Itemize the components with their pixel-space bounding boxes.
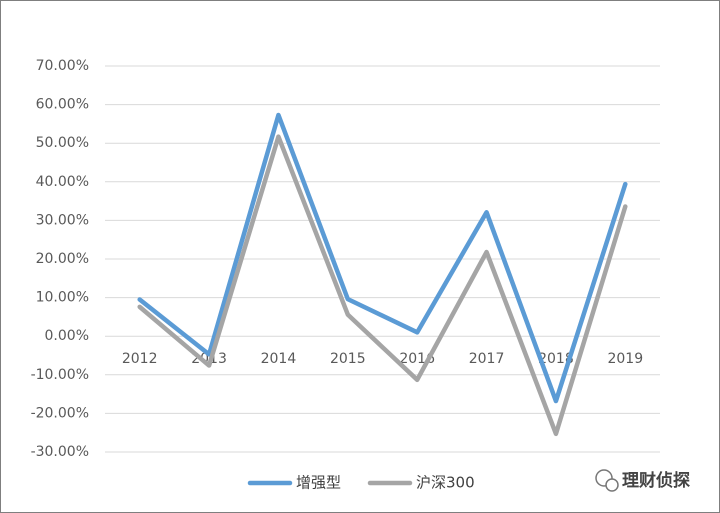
y-tick-label: 10.00% xyxy=(36,290,89,306)
y-tick-label: -20.00% xyxy=(31,405,89,421)
y-tick-label: 20.00% xyxy=(36,251,89,267)
y-tick-label: 70.00% xyxy=(36,58,89,74)
y-tick-label: 60.00% xyxy=(36,97,89,113)
y-tick-label: 0.00% xyxy=(45,328,89,344)
watermark: 理财侦探 xyxy=(622,470,690,491)
y-tick-label: 50.00% xyxy=(36,135,89,151)
legend-label: 沪深300 xyxy=(416,474,475,492)
x-tick-label: 2017 xyxy=(469,351,505,367)
data-line xyxy=(137,134,628,437)
x-tick-label: 2018 xyxy=(538,351,574,367)
y-tick-label: -10.00% xyxy=(31,367,89,383)
data-line xyxy=(137,112,628,404)
y-tick-label: 30.00% xyxy=(36,212,89,228)
y-tick-label: 40.00% xyxy=(36,174,89,190)
x-tick-label: 2012 xyxy=(122,351,158,367)
x-tick-label: 2019 xyxy=(607,351,643,367)
x-tick-label: 2014 xyxy=(261,351,297,367)
watermark-icon xyxy=(595,469,619,492)
legend-label: 增强型 xyxy=(296,474,341,492)
y-tick-label: -30.00% xyxy=(31,444,89,460)
x-tick-label: 2015 xyxy=(330,351,366,367)
